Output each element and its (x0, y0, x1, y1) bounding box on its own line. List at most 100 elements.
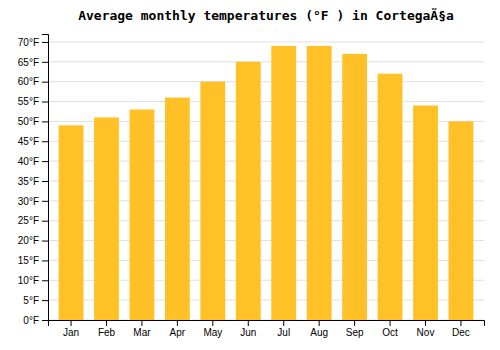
x-tick: Mar (133, 320, 151, 338)
x-axis: Jan Feb Mar Apr May Jun Jul Aug Sep Oct Nov Dec (49, 320, 485, 338)
bar (378, 74, 403, 320)
bar (236, 62, 261, 320)
x-tick-mark (354, 320, 355, 326)
x-tick-mark (460, 320, 461, 326)
y-tick-mark (42, 280, 48, 281)
x-tick-mark (141, 320, 142, 326)
x-tick-mark (390, 320, 391, 326)
y-tick-label: 15°F (18, 255, 39, 266)
bar (413, 106, 438, 321)
x-tick-label: Nov (417, 327, 435, 338)
x-tick: May (203, 320, 222, 338)
y-tick-mark (42, 141, 48, 142)
title: Average monthly temperatures (°F ) in Co… (78, 8, 454, 23)
x-tick-mark (212, 320, 213, 326)
x-tick: Nov (417, 320, 435, 338)
bar (307, 46, 332, 320)
grid-line (48, 61, 484, 62)
y-tick-label: 60°F (18, 76, 39, 87)
y-tick-label: 55°F (18, 96, 39, 107)
y-axis-line (42, 35, 49, 321)
x-axis-line (49, 321, 485, 327)
y-tick-mark (42, 62, 48, 63)
bar (342, 54, 367, 320)
x-tick-mark (177, 320, 178, 326)
x-tick-label: Aug (310, 327, 328, 338)
x-tick-label: Jun (240, 327, 256, 338)
x-tick-label: Dec (452, 327, 470, 338)
y-tick-mark (42, 320, 48, 321)
y-tick: 50°F (18, 116, 48, 127)
x-tick-mark (71, 320, 72, 326)
y-tick-label: 65°F (18, 57, 39, 68)
y-tick-label: 50°F (18, 116, 39, 127)
bar (271, 46, 296, 320)
bar (59, 125, 84, 320)
y-tick: 10°F (18, 275, 48, 286)
x-tick-mark (319, 320, 320, 326)
y-tick-label: 10°F (18, 275, 39, 286)
x-tick-mark (283, 320, 284, 326)
bar (200, 82, 225, 320)
x-tick-label: Jul (277, 327, 290, 338)
y-tick-mark (42, 161, 48, 162)
bar (94, 117, 119, 320)
y-tick: 45°F (18, 136, 48, 147)
grid-line (48, 101, 484, 102)
x-tick-label: Jan (63, 327, 79, 338)
y-tick-mark (42, 181, 48, 182)
y-tick-label: 5°F (23, 295, 39, 306)
y-tick-mark (42, 82, 48, 83)
x-tick: Jul (277, 320, 290, 338)
y-tick: 5°F (23, 295, 48, 306)
y-tick: 15°F (18, 255, 48, 266)
y-axis: 0°F 5°F 10°F 15°F 20°F 25°F 30°F 35°F 40°F 45°F 50… (18, 35, 49, 326)
grid (48, 42, 484, 320)
chart: 0°F 5°F 10°F 15°F 20°F 25°F 30°F 35°F 40°F 45°F 50… (0, 0, 500, 350)
y-tick: 55°F (18, 96, 48, 107)
y-tick: 35°F (18, 176, 48, 187)
y-tick: 65°F (18, 57, 48, 68)
x-tick: Aug (310, 320, 328, 338)
x-tick: Oct (382, 320, 398, 338)
y-tick-mark (42, 300, 48, 301)
y-tick-label: 35°F (18, 176, 39, 187)
x-tick: Apr (170, 320, 186, 338)
y-tick-label: 70°F (18, 37, 39, 48)
x-tick: Feb (98, 320, 116, 338)
x-tick-label: May (203, 327, 222, 338)
x-tick-label: Feb (98, 327, 116, 338)
x-tick-mark (425, 320, 426, 326)
grid-line (48, 81, 484, 82)
y-tick-mark (42, 102, 48, 103)
y-tick: 60°F (18, 76, 48, 87)
plot: 0°F 5°F 10°F 15°F 20°F 25°F 30°F 35°F 40°F 45°F 50… (18, 35, 485, 339)
y-tick-mark (42, 201, 48, 202)
y-tick-label: 30°F (18, 196, 39, 207)
x-tick-mark (106, 320, 107, 326)
y-tick: 20°F (18, 235, 48, 246)
y-tick: 40°F (18, 156, 48, 167)
x-tick: Dec (452, 320, 470, 338)
x-tick-label: Mar (133, 327, 151, 338)
grid-line (48, 41, 484, 42)
bar (165, 98, 190, 320)
bar (130, 109, 155, 320)
y-tick: 25°F (18, 215, 48, 226)
bar (449, 121, 474, 320)
y-tick-label: 40°F (18, 156, 39, 167)
y-tick-mark (42, 241, 48, 242)
y-tick: 70°F (18, 37, 48, 48)
y-tick-label: 20°F (18, 235, 39, 246)
y-tick-mark (42, 221, 48, 222)
x-tick-label: Sep (346, 327, 364, 338)
y-tick-mark (42, 260, 48, 261)
x-tick: Jun (240, 320, 256, 338)
y-tick: 30°F (18, 196, 48, 207)
y-tick-label: 0°F (23, 315, 39, 326)
y-tick-mark (42, 42, 48, 43)
bars (59, 46, 474, 320)
y-tick: 0°F (23, 315, 48, 326)
y-tick-label: 45°F (18, 136, 39, 147)
x-tick-label: Oct (382, 327, 398, 338)
